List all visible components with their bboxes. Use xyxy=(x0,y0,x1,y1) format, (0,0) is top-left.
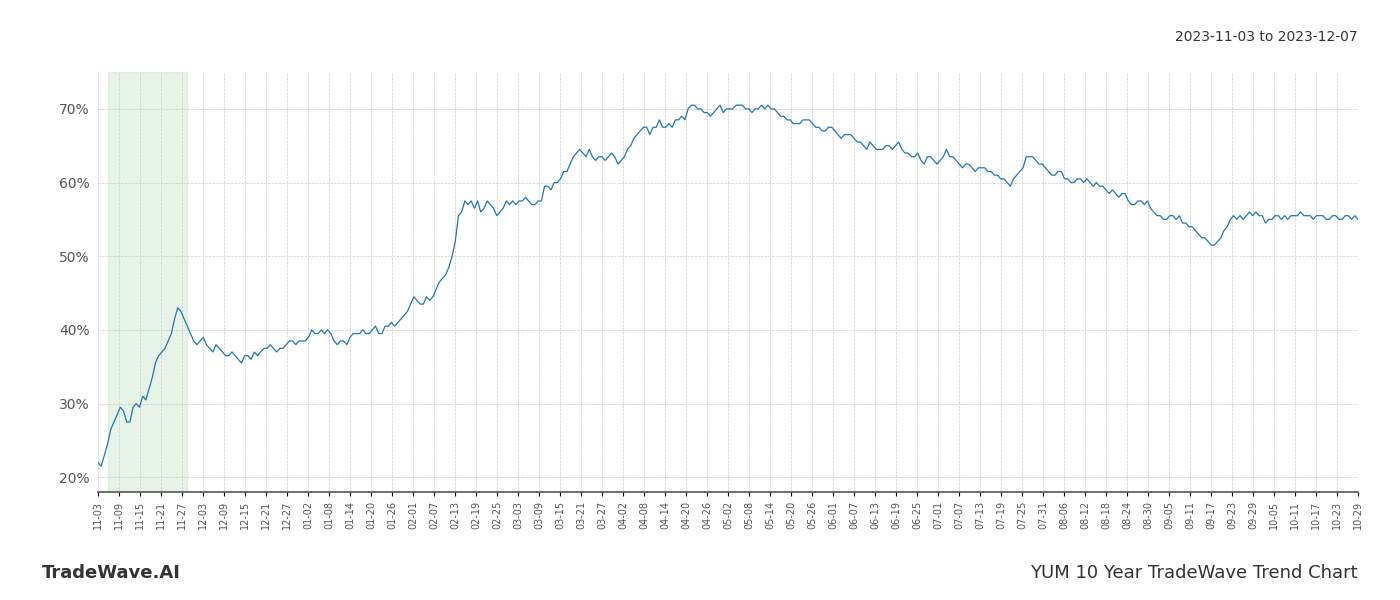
Text: YUM 10 Year TradeWave Trend Chart: YUM 10 Year TradeWave Trend Chart xyxy=(1030,564,1358,582)
Text: TradeWave.AI: TradeWave.AI xyxy=(42,564,181,582)
Text: 2023-11-03 to 2023-12-07: 2023-11-03 to 2023-12-07 xyxy=(1176,30,1358,44)
Bar xyxy=(108,72,188,492)
